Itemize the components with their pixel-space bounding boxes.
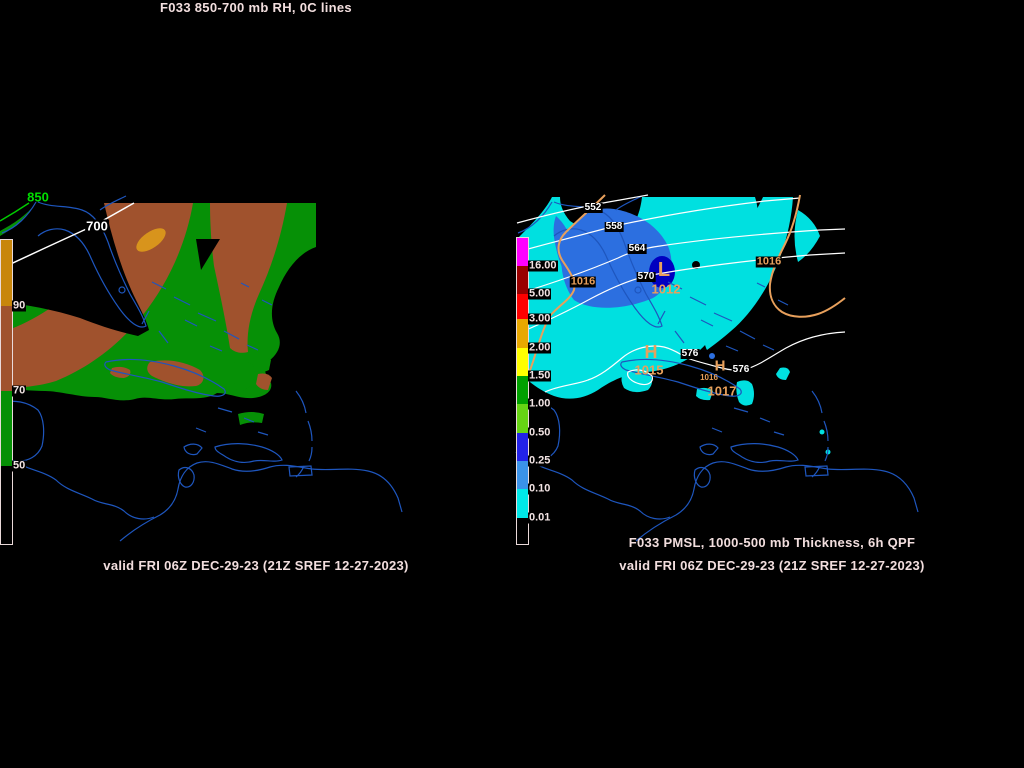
zero-line-700mb xyxy=(0,202,135,270)
rh-green-patch-2 xyxy=(255,356,271,372)
right-colorbar-tick-0.01: 0.01 xyxy=(528,511,552,524)
right-colorbar-tick-3.00: 3.00 xyxy=(528,312,552,325)
right-colorbar-segment-0 xyxy=(517,238,528,266)
right-map-label-H-12: H xyxy=(714,357,726,375)
right-map-label-1017-14: 1017 xyxy=(707,383,737,399)
thickness-576-line xyxy=(544,331,846,393)
right-colorbar-segment-7 xyxy=(517,433,528,461)
qpf-cyan-caribbean-patch-1 xyxy=(621,369,653,393)
qpf-navy-max-core xyxy=(649,256,675,288)
right-map-label-558-1: 558 xyxy=(604,221,624,232)
qpf-cyan-caribbean-patch-3 xyxy=(776,367,790,380)
right-colorbar-segment-6 xyxy=(517,404,528,433)
right-map-label-576-5: 576 xyxy=(731,364,751,375)
right-colorbar-segment-8 xyxy=(517,461,528,489)
right-panel-title: F033 PMSL, 1000-500 mb Thickness, 6h QPF xyxy=(628,535,916,550)
thickness-552-line xyxy=(516,194,649,224)
rh-brown-center-wedge xyxy=(210,203,287,353)
dry-notch-black xyxy=(196,239,220,270)
left-colorbar-segment-3 xyxy=(1,466,12,544)
qpf-cyan-east-streak xyxy=(794,210,820,262)
left-panel-title: F033 850-700 mb RH, 0C lines xyxy=(160,0,352,15)
left-map-label-850-0: 850 xyxy=(27,189,49,205)
right-colorbar-segment-4 xyxy=(517,348,528,376)
right-panel-map xyxy=(515,194,919,542)
right-map-label-H-10: H xyxy=(644,342,658,362)
right-colorbar-tick-16.00: 16.00 xyxy=(528,259,558,272)
left-colorbar-segment-1 xyxy=(1,306,12,391)
right-colorbar-tick-1.00: 1.00 xyxy=(528,397,552,410)
rh-brown-patch-3 xyxy=(256,373,272,390)
right-colorbar-tick-0.10: 0.10 xyxy=(528,482,552,495)
left-colorbar-tick-70: 70 xyxy=(12,384,27,397)
right-map-label-1016-13: 1016 xyxy=(700,373,718,382)
right-map-label-1016-7: 1016 xyxy=(755,255,783,268)
left-colorbar-segment-0 xyxy=(1,240,12,306)
right-colorbar-tick-5.00: 5.00 xyxy=(528,287,552,300)
rh-green-patch-3 xyxy=(238,412,264,425)
right-colorbar-tick-0.25: 0.25 xyxy=(528,454,552,467)
thickness-576-loop xyxy=(627,369,653,386)
zero-line-850mb xyxy=(0,202,30,222)
left-colorbar-tick-90: 90 xyxy=(12,299,27,312)
right-map-label-576-4: 576 xyxy=(680,348,700,359)
right-map-label-552-0: 552 xyxy=(583,202,603,213)
qpf-blue-dot xyxy=(709,353,715,359)
qpf-cyan-antilles-dot-1 xyxy=(819,429,825,435)
left-colorbar-tick-50: 50 xyxy=(12,459,27,472)
left-panel-map xyxy=(0,195,403,542)
right-map-label-564-2: 564 xyxy=(627,243,647,254)
rh-brown-cuba-patch xyxy=(147,360,204,387)
qpf-cyan-cuba-patch xyxy=(598,329,627,350)
right-colorbar-segment-5 xyxy=(517,376,528,404)
right-colorbar-tick-2.00: 2.00 xyxy=(528,341,552,354)
right-map-label-1012-9: 1012 xyxy=(651,281,681,297)
gulf-dry-black-overlay xyxy=(0,203,149,336)
left-map-label-700-1: 700 xyxy=(85,218,109,234)
right-map-label-570-3: 570 xyxy=(636,271,656,282)
right-colorbar-segment-1 xyxy=(517,266,528,294)
rh-green-patch-1 xyxy=(232,361,255,392)
left-panel-valid-time: valid FRI 06Z DEC-29-23 (21Z SREF 12-27-… xyxy=(103,558,409,573)
isobar-1016-east xyxy=(768,194,846,318)
right-colorbar-segment-2 xyxy=(517,294,528,319)
left-colorbar-segment-2 xyxy=(1,391,12,466)
qpf-cyan-caribbean-patch-2 xyxy=(736,380,754,406)
right-colorbar-segment-9 xyxy=(517,489,528,518)
right-colorbar-tick-0.50: 0.50 xyxy=(528,426,552,439)
right-colorbar xyxy=(516,237,529,545)
right-map-label-1016-6: 1016 xyxy=(569,275,597,288)
rh-orange-dry-spot xyxy=(136,228,166,252)
right-map-label-1015-11: 1015 xyxy=(634,362,664,378)
right-colorbar-tick-1.50: 1.50 xyxy=(528,369,552,382)
right-map-label-L-8: L xyxy=(657,259,671,281)
right-colorbar-segment-3 xyxy=(517,319,528,348)
right-panel-valid-time: valid FRI 06Z DEC-29-23 (21Z SREF 12-27-… xyxy=(619,558,925,573)
qpf-cyan-east-band xyxy=(704,197,793,350)
